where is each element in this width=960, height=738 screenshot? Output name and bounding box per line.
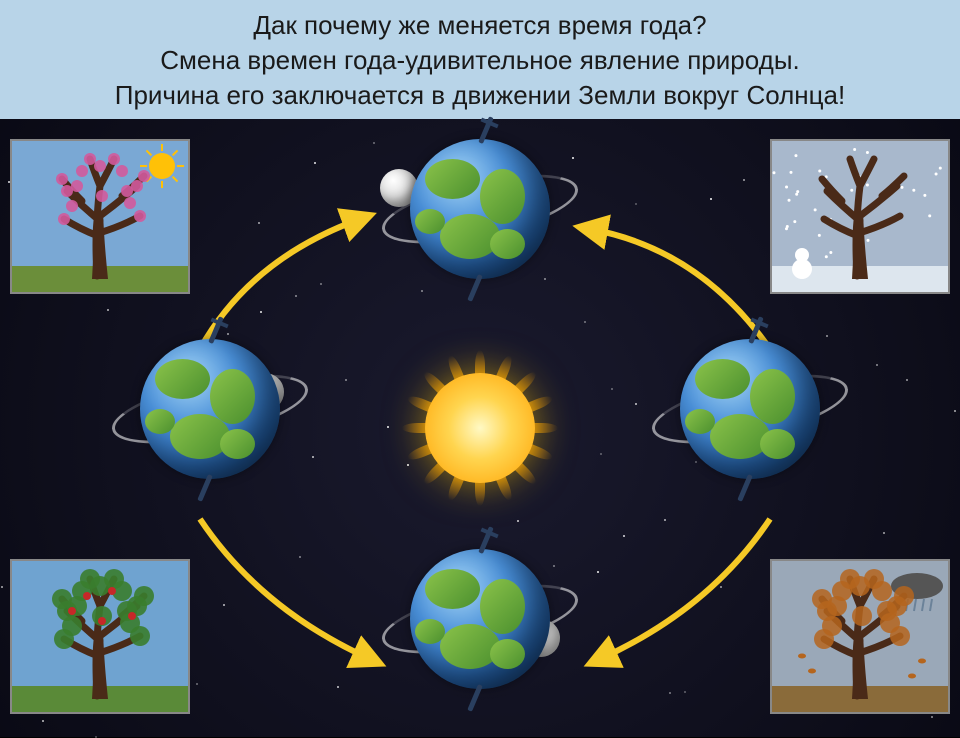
season-summer — [10, 559, 190, 714]
seasons-orbit-diagram — [0, 119, 960, 737]
season-spring — [10, 139, 190, 294]
earth-top — [410, 139, 550, 279]
earth-right — [680, 339, 820, 479]
header-line-1: Дак почему же меняется время года? — [20, 8, 940, 43]
sun — [425, 373, 535, 483]
season-autumn — [770, 559, 950, 714]
season-winter — [770, 139, 950, 294]
earth-left — [140, 339, 280, 479]
header-text-block: Дак почему же меняется время года? Смена… — [0, 0, 960, 119]
header-line-3: Причина его заключается в движении Земли… — [20, 78, 940, 113]
header-line-2: Смена времен года-удивительное явление п… — [20, 43, 940, 78]
earth-bottom — [410, 549, 550, 689]
